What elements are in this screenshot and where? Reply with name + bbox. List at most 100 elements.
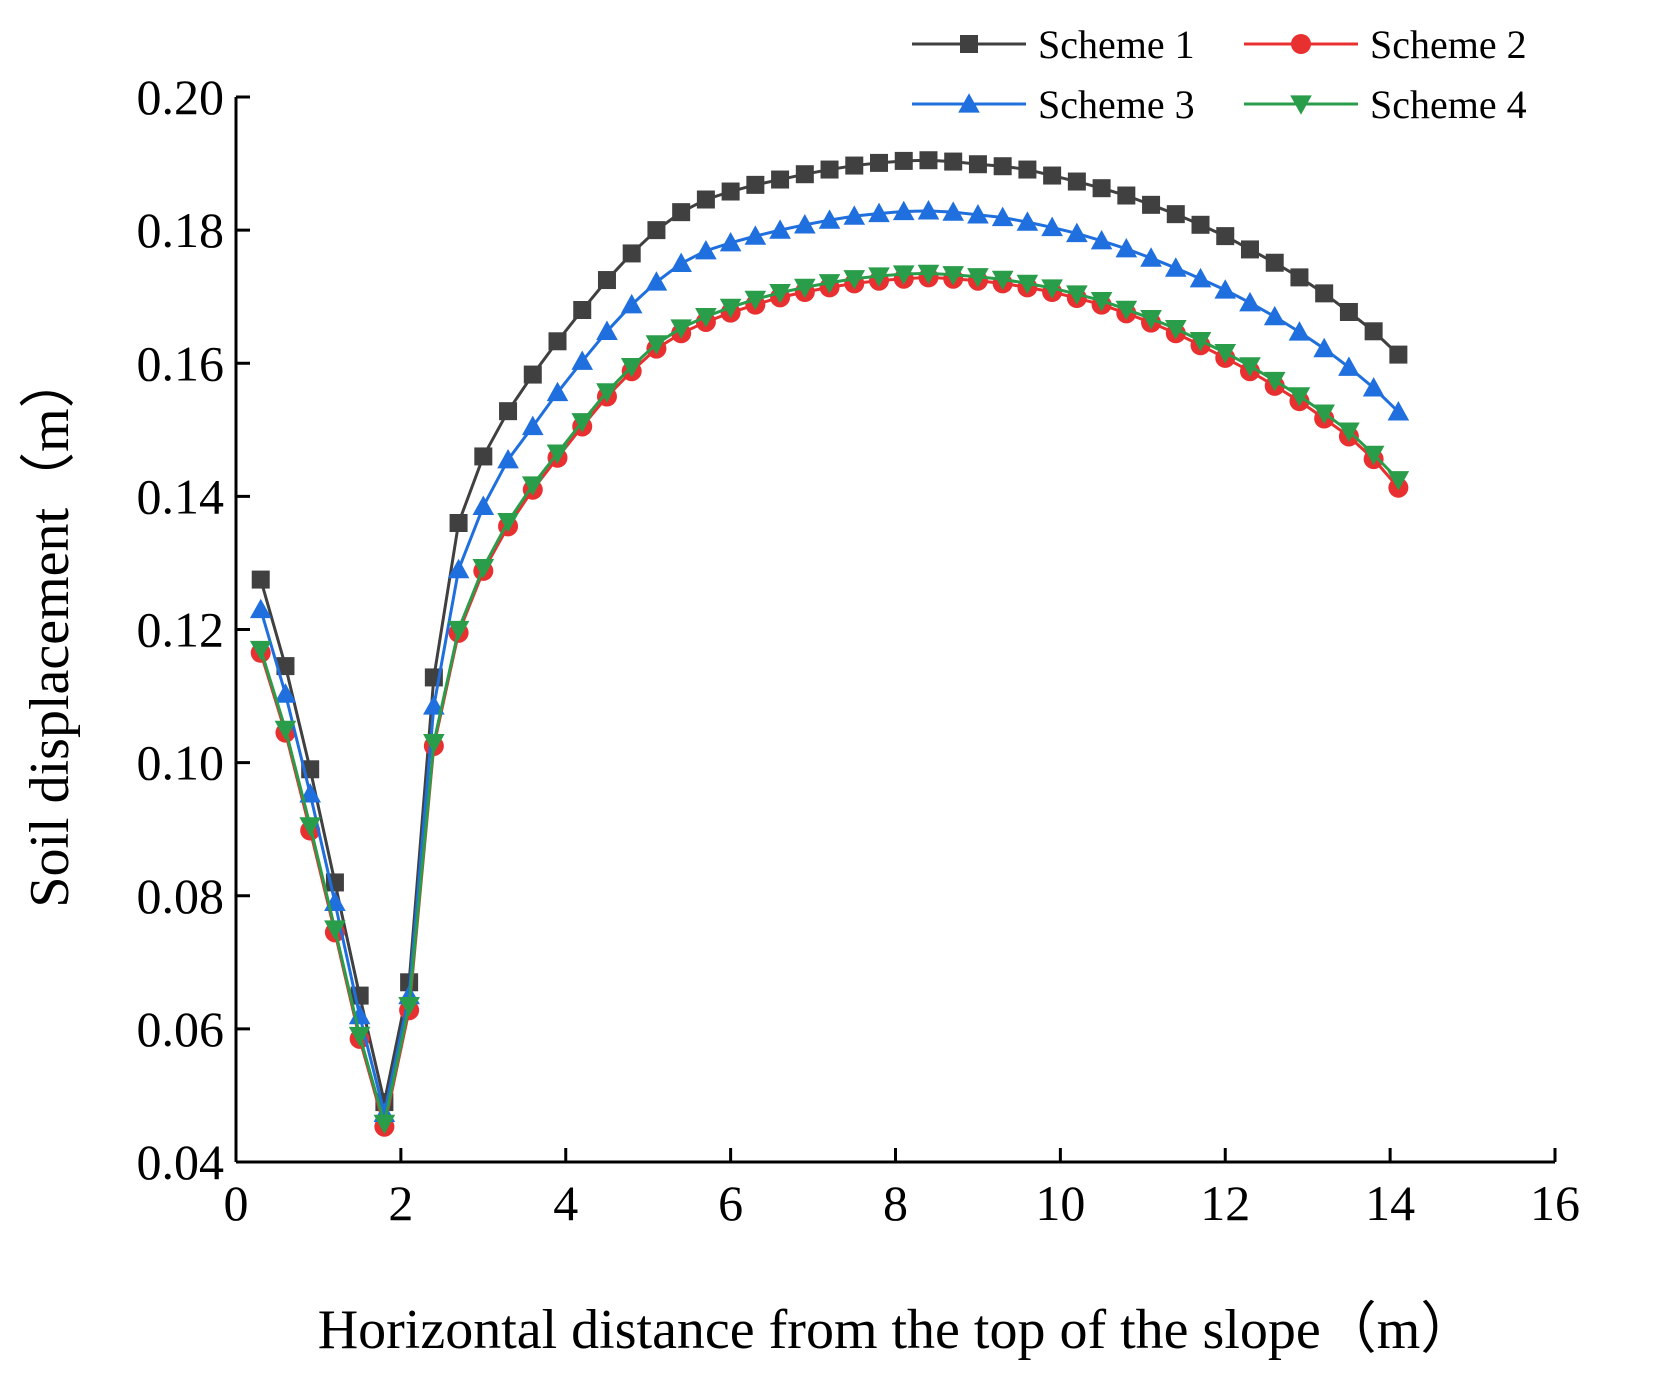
data-point bbox=[719, 298, 742, 319]
data-point bbox=[645, 335, 668, 355]
data-point bbox=[1115, 300, 1138, 321]
series-layer bbox=[249, 151, 1410, 1137]
data-point bbox=[573, 301, 592, 319]
data-point bbox=[818, 274, 841, 294]
data-point bbox=[324, 920, 346, 940]
y-tick-label: 0.04 bbox=[137, 1134, 225, 1190]
legend-item: Scheme 3 bbox=[912, 82, 1195, 127]
data-point bbox=[794, 278, 816, 299]
data-point bbox=[276, 657, 295, 676]
x-tick-label: 10 bbox=[1035, 1175, 1085, 1231]
legend-label: Scheme 4 bbox=[1370, 82, 1527, 127]
legend-label: Scheme 3 bbox=[1038, 82, 1195, 127]
data-point bbox=[1387, 401, 1410, 421]
data-point bbox=[1263, 305, 1286, 326]
x-axis-title: Horizontal distance from the top of the … bbox=[318, 1299, 1477, 1361]
data-point bbox=[571, 413, 594, 433]
data-point bbox=[870, 153, 889, 172]
data-point bbox=[696, 190, 715, 209]
series-3 bbox=[249, 200, 1410, 1123]
data-point bbox=[794, 214, 816, 234]
x-tick-label: 4 bbox=[553, 1175, 578, 1231]
data-point bbox=[274, 683, 297, 703]
data-point bbox=[1389, 345, 1408, 364]
data-point bbox=[868, 267, 890, 287]
data-point bbox=[597, 271, 616, 290]
data-point bbox=[1362, 377, 1385, 397]
legend-item: Scheme 2 bbox=[1244, 22, 1527, 67]
data-point bbox=[1214, 279, 1237, 299]
x-tick-label: 6 bbox=[718, 1175, 743, 1231]
legend-item: Scheme 4 bbox=[1244, 82, 1527, 127]
data-point bbox=[917, 264, 940, 285]
y-ticks: 0.04 0.06 0.08 0.10 0.12 0.14 0.16 0.18 0.20 bbox=[137, 69, 250, 1190]
data-point bbox=[1090, 292, 1113, 312]
data-point bbox=[299, 783, 321, 803]
data-point bbox=[1216, 227, 1235, 246]
data-point bbox=[620, 357, 643, 378]
x-tick-label: 8 bbox=[883, 1175, 908, 1231]
data-point bbox=[299, 817, 321, 837]
x-tick-label: 12 bbox=[1200, 1175, 1250, 1231]
data-point bbox=[1313, 404, 1335, 424]
data-point bbox=[596, 320, 618, 340]
x-ticks: 0 2 4 6 8 10 12 14 16 bbox=[224, 1148, 1580, 1231]
data-point bbox=[968, 155, 987, 174]
plot-layer: 0 2 4 6 8 10 12 14 16 0.040.060.080.100.120.140.… bbox=[137, 69, 1581, 1231]
data-point bbox=[744, 290, 767, 311]
data-point bbox=[1090, 229, 1113, 250]
y-tick-label: 0.12 bbox=[137, 602, 225, 658]
data-point bbox=[868, 202, 890, 223]
data-point bbox=[1189, 267, 1212, 288]
data-point bbox=[818, 209, 841, 229]
legend: Scheme 1 Scheme 2 Scheme 3 Scheme 4 bbox=[912, 22, 1527, 127]
legend-label: Scheme 2 bbox=[1370, 22, 1527, 67]
data-point bbox=[746, 175, 765, 194]
legend-marker bbox=[1290, 95, 1312, 115]
data-point bbox=[917, 200, 940, 220]
data-point bbox=[1263, 371, 1286, 392]
data-point bbox=[1338, 422, 1360, 442]
y-tick-label: 0.20 bbox=[137, 69, 225, 125]
data-point bbox=[744, 225, 767, 245]
data-point bbox=[993, 157, 1012, 176]
series-4 bbox=[249, 264, 1410, 1135]
data-point bbox=[1239, 357, 1261, 377]
data-point bbox=[249, 640, 272, 661]
data-point bbox=[1364, 322, 1383, 341]
data-point bbox=[1115, 237, 1138, 258]
legend-label: Scheme 1 bbox=[1038, 22, 1195, 67]
y-tick-label: 0.06 bbox=[137, 1001, 225, 1057]
data-point bbox=[546, 444, 569, 464]
data-point bbox=[1140, 310, 1162, 330]
data-point bbox=[1166, 205, 1185, 224]
data-point bbox=[1041, 279, 1063, 299]
data-point bbox=[1288, 321, 1311, 341]
data-point bbox=[719, 231, 742, 252]
data-point bbox=[620, 293, 643, 314]
y-tick-label: 0.10 bbox=[137, 735, 225, 791]
data-point bbox=[449, 514, 468, 532]
data-point bbox=[447, 558, 470, 579]
y-axis-title: Soil displacement（m） bbox=[19, 352, 81, 907]
data-point bbox=[645, 271, 668, 291]
data-point bbox=[1066, 285, 1088, 305]
data-point bbox=[1387, 471, 1410, 491]
axes-layer bbox=[234, 97, 1555, 1164]
data-point bbox=[497, 513, 519, 533]
data-point bbox=[548, 332, 567, 351]
data-point bbox=[423, 734, 445, 754]
data-point bbox=[647, 221, 666, 240]
data-point bbox=[1041, 216, 1063, 237]
data-point bbox=[892, 200, 915, 221]
data-point bbox=[249, 598, 272, 619]
data-point bbox=[670, 319, 692, 339]
data-point bbox=[274, 720, 297, 741]
data-point bbox=[1164, 257, 1187, 277]
data-point bbox=[1265, 253, 1284, 272]
data-point bbox=[919, 151, 938, 170]
data-point bbox=[771, 170, 790, 189]
data-point bbox=[1290, 268, 1309, 287]
data-point bbox=[1339, 302, 1358, 321]
